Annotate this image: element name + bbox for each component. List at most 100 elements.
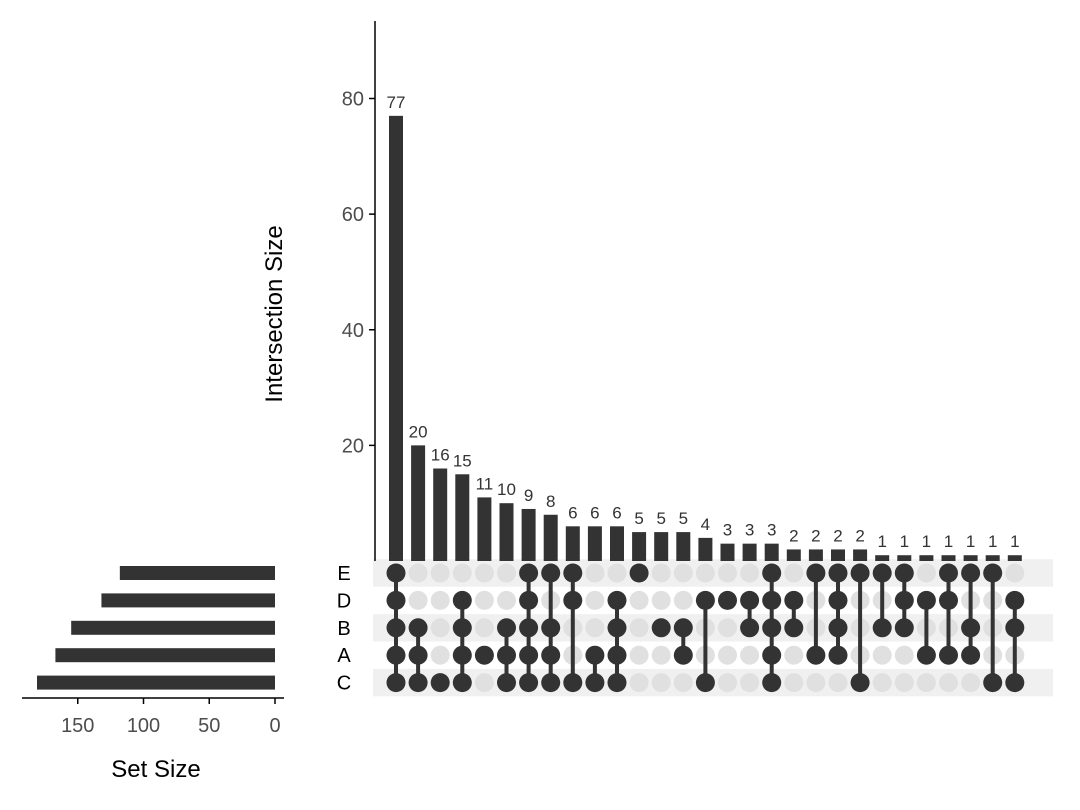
intersection-bar-label-16: 3 [723,521,732,540]
matrix-dot-on-C-10 [585,673,605,693]
matrix-dot-on-D-19 [784,590,804,610]
matrix-dot-on-C-3 [430,673,450,693]
matrix-dot-on-D-17 [740,590,760,610]
matrix-dot-off-C-19 [784,673,804,693]
matrix-dot-on-D-9 [563,590,583,610]
matrix-dot-off-E-19 [784,563,804,583]
matrix-dot-off-C-21 [828,673,848,693]
matrix-dot-on-A-27 [961,645,981,665]
intersection-bar-10 [587,526,602,561]
matrix-dot-on-E-27 [961,563,981,583]
matrix-dot-on-C-7 [519,673,539,693]
matrix-dot-off-A-3 [430,645,450,665]
matrix-dot-on-A-21 [828,645,848,665]
matrix-dot-on-D-26 [939,590,958,610]
matrix-dot-on-A-25 [916,645,936,665]
matrix-dot-on-C-22 [850,673,870,693]
matrix-dot-off-C-14 [673,673,693,693]
matrix-dot-off-E-10 [585,563,605,583]
intersection-bar-11 [610,526,624,561]
set-name-C: C [337,673,351,695]
matrix-dot-off-C-25 [916,673,936,693]
matrix-dot-on-D-29 [1005,590,1025,610]
intersection-bar-label-28: 1 [988,532,997,551]
set-size-bar-D [101,593,275,608]
intersection-bar-13 [654,532,669,561]
matrix-dot-off-B-10 [585,618,605,638]
matrix-dot-on-A-11 [607,645,627,665]
matrix-dot-on-C-8 [541,673,561,693]
matrix-dot-on-A-5 [474,645,494,665]
intersection-bar-20 [808,549,823,561]
matrix-dot-on-B-21 [828,618,848,638]
set-size-tick-label-0: 0 [269,715,280,737]
matrix-dot-on-C-28 [983,673,1003,693]
matrix-dot-on-C-15 [695,673,715,693]
matrix-dot-on-A-26 [939,645,958,665]
matrix-dot-on-C-18 [762,673,782,693]
set-size-tick-label-100: 100 [127,715,160,737]
matrix-dot-off-D-12 [629,590,649,610]
matrix-dot-on-A-4 [452,645,472,665]
intersection-bar-label-20: 2 [811,526,820,545]
intersection-bar-25 [919,555,934,561]
matrix-dot-on-C-9 [563,673,583,693]
matrix-dot-on-B-7 [519,618,539,638]
matrix-dot-off-E-5 [474,563,494,583]
set-name-A: A [337,645,351,667]
matrix-dot-off-E-14 [673,563,693,583]
matrix-dot-off-A-23 [872,645,892,665]
intersection-bar-12 [632,532,647,561]
matrix-dot-off-E-2 [408,563,428,583]
matrix-dot-on-B-8 [541,618,561,638]
set-name-D: D [337,590,351,612]
set-size-bar-B [71,620,276,635]
matrix-dot-on-E-7 [519,563,539,583]
matrix-dot-on-B-1 [386,618,406,638]
intersection-bar-4 [455,474,470,561]
intersection-bar-21 [831,549,845,561]
matrix-dot-on-E-28 [983,563,1003,583]
matrix-dot-on-B-4 [452,618,472,638]
matrix-dot-on-D-1 [386,590,406,610]
matrix-dot-on-D-18 [762,590,782,610]
intersection-bar-label-10: 6 [590,503,599,522]
intersection-bar-label-2: 20 [409,422,428,441]
intersection-bar-label-5: 11 [476,474,494,493]
matrix-dot-on-D-21 [828,590,848,610]
matrix-dot-on-C-11 [607,673,627,693]
intersection-bar-label-15: 4 [701,515,710,534]
intersection-size-axis-title: Intersection Size [261,225,288,402]
set-name-E: E [337,563,350,585]
intersection-bar-label-14: 5 [679,509,688,528]
matrix-dot-on-A-20 [806,645,826,665]
matrix-dot-on-B-6 [497,618,516,638]
matrix-dot-off-E-11 [607,563,627,583]
intersection-bar-label-9: 6 [568,503,577,522]
intersection-bar-label-17: 3 [745,521,754,540]
intersection-bar-26 [941,555,956,561]
set-size-tick-label-50: 50 [198,715,220,737]
matrix-dot-on-C-4 [452,673,472,693]
matrix-dot-on-B-2 [408,618,428,638]
matrix-dot-on-B-29 [1005,618,1025,638]
intersection-bar-2 [411,445,426,561]
matrix-dot-off-E-17 [740,563,760,583]
intersection-bar-17 [742,543,757,561]
matrix-dot-on-E-21 [828,563,848,583]
intersection-bar-label-1: 77 [387,93,406,112]
matrix-dot-on-B-27 [961,618,981,638]
intersection-bar-8 [543,514,558,561]
intersection-bar-5 [477,497,492,561]
intersection-bar-27 [963,555,978,561]
matrix-dot-on-B-24 [894,618,914,638]
matrix-dot-off-D-14 [673,590,693,610]
matrix-dot-on-A-1 [386,645,406,665]
matrix-dot-off-B-3 [430,618,450,638]
intersection-size-tick-label-60: 60 [342,204,364,226]
matrix-dot-off-C-16 [718,673,737,693]
matrix-filled-dots [386,563,1025,693]
matrix-dot-off-D-13 [651,590,671,610]
matrix-dot-on-C-2 [408,673,428,693]
